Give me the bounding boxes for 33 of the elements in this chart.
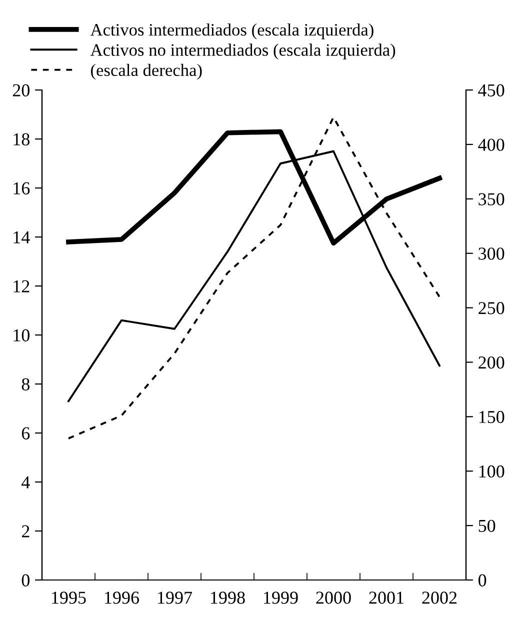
legend-label: Activos intermediados (escala izquierda)	[90, 23, 374, 40]
y-tick-label: 20	[12, 84, 30, 96]
y-tick-label: 16	[14, 182, 30, 194]
x-tick-label: 1998	[211, 592, 245, 604]
y2-tick-label: 350	[478, 193, 504, 206]
y2-tick-label: 300	[478, 248, 504, 260]
y-tick-label: 12	[14, 280, 30, 292]
y-tick-label: 0	[22, 574, 30, 586]
y2-tick-label: 400	[478, 138, 504, 151]
y2-tick-label: 100	[479, 465, 504, 478]
y-tick-label: 14	[14, 231, 30, 244]
y-tick-label: 6	[22, 427, 30, 440]
legend-label: Activos no intermediados (escala izquierda)	[90, 44, 396, 60]
x-tick-label: 2001	[369, 592, 404, 604]
x-tick-label: 1997	[158, 592, 192, 604]
y2-tick-label: 250	[478, 302, 504, 314]
y2-tick-label: 200	[478, 356, 504, 369]
y-tick-label: 4	[22, 476, 30, 488]
y2-tick-label: 50	[478, 520, 496, 532]
y2-tick-label: 450	[478, 84, 504, 96]
x-tick-label: 2002	[422, 592, 457, 604]
y2-tick-label: 150	[479, 410, 504, 424]
x-tick-label: 1996	[105, 592, 140, 604]
y2-tick-label: 0	[478, 574, 486, 586]
legend-label: (escala derecha)	[91, 64, 202, 80]
y-tick-label: 2	[22, 525, 30, 538]
y-tick-label: 8	[22, 378, 30, 390]
x-tick-label: 2000	[316, 592, 351, 604]
y-tick-label: 18	[14, 133, 30, 146]
line-series	[68, 116, 440, 440]
x-tick-label: 1999	[264, 592, 298, 604]
x-tick-label: 1995	[52, 592, 86, 604]
y-tick-label: 10	[14, 329, 30, 342]
